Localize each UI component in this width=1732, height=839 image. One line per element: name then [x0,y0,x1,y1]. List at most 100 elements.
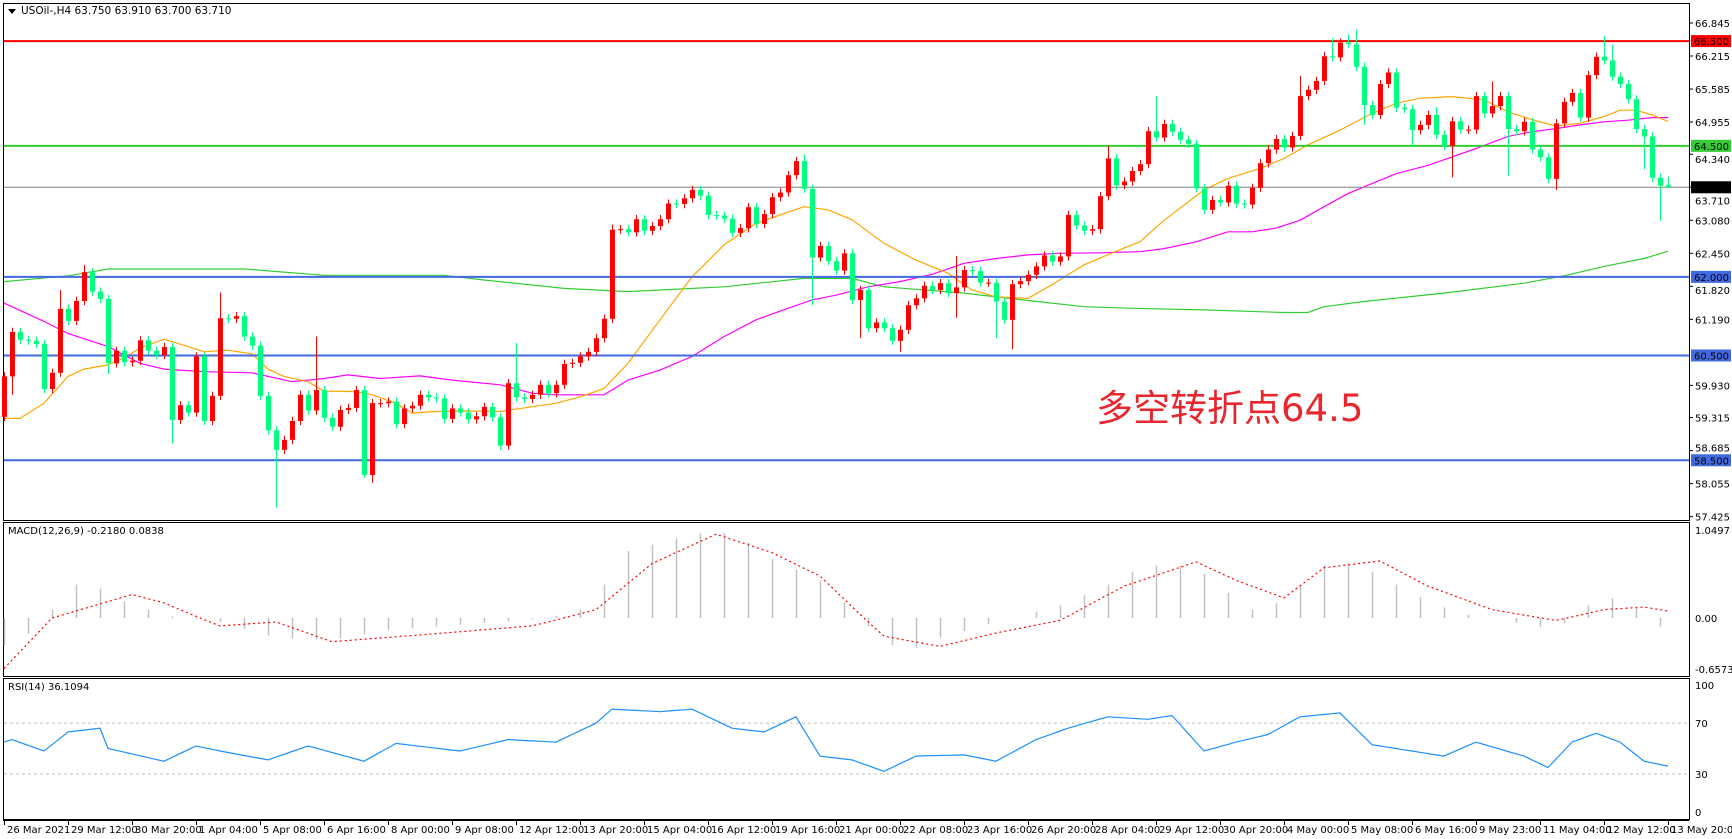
candle [82,264,87,306]
candle-body [706,195,711,216]
price-axis-label: 63.710 [1695,196,1730,207]
candle-body [322,390,327,418]
candle [1490,81,1495,118]
candle [562,359,567,390]
candle [1402,103,1407,114]
candle-body [1282,139,1287,148]
candle-body [1274,139,1279,150]
candle-body [1074,215,1079,226]
candle-body [586,351,591,357]
candle-body [690,189,695,199]
candle [1474,91,1479,134]
candle-body [626,229,631,233]
candle [1050,251,1055,266]
time-axis-label: 23 Apr 16:00 [967,825,1032,836]
candle-body [138,340,143,361]
candle [754,202,759,229]
candle-body [610,229,615,319]
candle [1626,79,1631,104]
candle [1562,97,1567,128]
candle [1226,181,1231,207]
candle [162,342,167,360]
candle [122,346,127,367]
candle-body [1650,136,1655,178]
candle [1194,139,1199,193]
candle [1066,210,1071,261]
rsi-axis-label: 0 [1695,808,1701,819]
candle [1266,145,1271,168]
candle-body [1290,135,1295,148]
candle-body [914,298,919,306]
price-axis-label: 57.425 [1695,513,1730,524]
macd-signal-line [3,533,1669,670]
macd-axis-label: 1.0497 [1695,526,1730,537]
candle [1322,52,1327,86]
rsi-axis-label: 70 [1695,719,1708,730]
candle-body [210,395,215,421]
time-axis-label: 30 Apr 20:00 [1223,825,1288,836]
candle [98,287,103,304]
candle [1498,91,1503,111]
candle-body [1298,96,1303,136]
candle [114,346,119,368]
candle [482,402,487,421]
candle [1314,76,1319,95]
candle [1610,45,1615,81]
candle-body [738,228,743,233]
candle [674,199,679,209]
candle [466,408,471,424]
price-axis-label: 58.055 [1695,480,1730,491]
candle [1570,88,1575,107]
candle [218,292,223,401]
candle-body [1018,281,1023,285]
candle [610,224,615,323]
candle [586,347,591,361]
candle [378,398,383,408]
candle [1506,91,1511,176]
candle-body [346,407,351,410]
candle [794,156,799,180]
candle [882,318,887,333]
candle-body [1658,177,1663,186]
candle-body [1570,92,1575,102]
candle-body [490,406,495,418]
candle [1146,127,1151,169]
candle-body [674,203,679,205]
price-axis-label: 61.190 [1695,315,1730,326]
candle [1338,38,1343,62]
candle-body [130,360,135,363]
candle-body [1506,96,1511,130]
candle-body [890,328,895,341]
candle [1666,176,1671,188]
candle [1546,153,1551,184]
price-axis-label: 64.955 [1695,118,1730,129]
candle [866,285,871,333]
candle-body [58,308,63,373]
candle-body [298,394,303,421]
candle [1634,95,1639,134]
candle [578,352,583,368]
candle [650,221,655,235]
candle [1538,145,1543,162]
candle-body [42,343,47,390]
candle-body [506,383,511,446]
candle-body [498,417,503,446]
candle [1250,183,1255,209]
candle-body [1538,149,1543,158]
time-axis-label: 29 Apr 12:00 [1159,825,1224,836]
candle-body [250,336,255,346]
candle [1018,276,1023,289]
candle-body [1338,42,1343,58]
candle-body [74,300,79,321]
dropdown-triangle-icon[interactable] [8,8,16,14]
candle [802,154,807,194]
candle [986,278,991,287]
candle-body [1546,157,1551,179]
candle-body [530,394,535,399]
candle-body [1010,284,1015,320]
candle-body [810,188,815,258]
candle-body [370,403,375,475]
rsi-label: RSI(14) 36.1094 [8,682,90,693]
candle-body [762,213,767,224]
